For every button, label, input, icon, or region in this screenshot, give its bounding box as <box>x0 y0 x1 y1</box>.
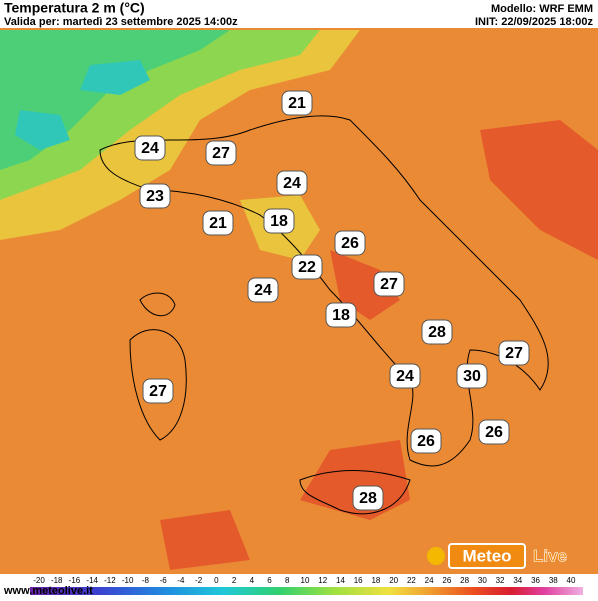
label-box <box>263 208 295 234</box>
colorbar-label: 16 <box>354 576 363 585</box>
colorbar-labels: -20 -18 -16 -14 -12 -10 -8 -6 -4 -2 0 2 4 6 8 10 12 14 16 1… <box>33 576 576 585</box>
title: Temperatura 2 m (°C) <box>4 0 145 16</box>
label-box <box>373 271 405 297</box>
colorbar-label: 20 <box>389 576 398 585</box>
colorbar-label: -8 <box>142 576 150 585</box>
cold-region <box>15 60 150 150</box>
logo-text: Meteo <box>462 546 511 565</box>
temperature-label: 24 <box>396 368 414 385</box>
colorbar-label: 12 <box>318 576 327 585</box>
colorbar-label: -2 <box>195 576 203 585</box>
colorbar-label: 6 <box>267 576 272 585</box>
label-box <box>142 378 174 404</box>
temperature-label: 24 <box>283 175 301 192</box>
temperature-label: 26 <box>341 235 359 252</box>
model: Modello: WRF EMM <box>491 3 593 15</box>
temperature-label: 27 <box>212 145 230 162</box>
colorbar-label: 36 <box>531 576 540 585</box>
colorbar-label: -14 <box>86 576 98 585</box>
colorbar-label: -6 <box>160 576 168 585</box>
temperature-label: 26 <box>485 424 503 441</box>
label-box <box>291 254 323 280</box>
footer-url: www.meteolive.it <box>3 585 93 596</box>
colorbar-label: 26 <box>442 576 451 585</box>
logo: Meteo Live <box>427 543 567 569</box>
colorbar-label: -10 <box>122 576 134 585</box>
colorbar-label: -16 <box>69 576 81 585</box>
label-box <box>134 135 166 161</box>
colorbar-label: 2 <box>232 576 237 585</box>
colorbar-label: 38 <box>549 576 558 585</box>
label-box <box>498 340 530 366</box>
temperature-label: 27 <box>149 383 167 400</box>
temperature-label: 26 <box>417 433 435 450</box>
colorbar-label: -4 <box>177 576 185 585</box>
label-box <box>281 90 313 116</box>
temperature-label: 18 <box>270 213 288 230</box>
valid-time: Valida per: martedì 23 settembre 2025 14… <box>4 16 238 28</box>
label-box <box>456 363 488 389</box>
colorbar-label: 32 <box>496 576 505 585</box>
temperature-label: 27 <box>505 345 523 362</box>
temperature-label: 24 <box>254 282 272 299</box>
island-outline <box>129 292 411 515</box>
label-box <box>352 485 384 511</box>
label-box <box>325 302 357 328</box>
label-box <box>410 428 442 454</box>
label-box <box>139 183 171 209</box>
hot-region <box>160 120 598 570</box>
colorbar-label: 34 <box>513 576 522 585</box>
temperature-label: 28 <box>428 324 446 341</box>
label-box <box>389 363 421 389</box>
label-box <box>276 170 308 196</box>
label-box <box>421 319 453 345</box>
colorbar-label: 4 <box>250 576 255 585</box>
colorbar-label: 14 <box>336 576 345 585</box>
colorbar-label: 18 <box>371 576 380 585</box>
label-box <box>478 419 510 445</box>
colorbar-label: 28 <box>460 576 469 585</box>
logo-text: Live <box>533 546 567 565</box>
header-band <box>0 0 598 28</box>
label-box <box>334 230 366 256</box>
label-box <box>247 277 279 303</box>
colorbar-label: 10 <box>301 576 310 585</box>
temperature-label: 30 <box>463 368 481 385</box>
temperature-label: 18 <box>332 307 350 324</box>
colorbar-label: 30 <box>478 576 487 585</box>
colorbar-label: 40 <box>567 576 576 585</box>
temperature-label: 21 <box>209 215 227 232</box>
colorbar-label: 8 <box>285 576 290 585</box>
colorbar-label: -18 <box>51 576 63 585</box>
colorbar-label: -12 <box>104 576 116 585</box>
init-time: INIT: 22/09/2025 18:00z <box>475 16 594 28</box>
temperature-label: 27 <box>380 276 398 293</box>
temperature-label: 24 <box>141 140 159 157</box>
colorbar-label: -20 <box>33 576 45 585</box>
logo-sun <box>427 547 445 565</box>
temperature-labels: 21 24 27 24 23 21 18 26 22 24 27 18 28 27 24 30 27 26 26 28 <box>134 90 530 511</box>
temperature-label: 22 <box>298 259 316 276</box>
temperature-label: 21 <box>288 95 306 112</box>
colorbar-label: 22 <box>407 576 416 585</box>
colorbar-label: 24 <box>425 576 434 585</box>
temperature-label: 28 <box>359 490 377 507</box>
colorbar <box>30 587 583 595</box>
label-box <box>205 140 237 166</box>
logo-box <box>448 543 526 569</box>
label-box <box>202 210 234 236</box>
temperature-label: 23 <box>146 188 164 205</box>
colorbar-label: 0 <box>214 576 219 585</box>
